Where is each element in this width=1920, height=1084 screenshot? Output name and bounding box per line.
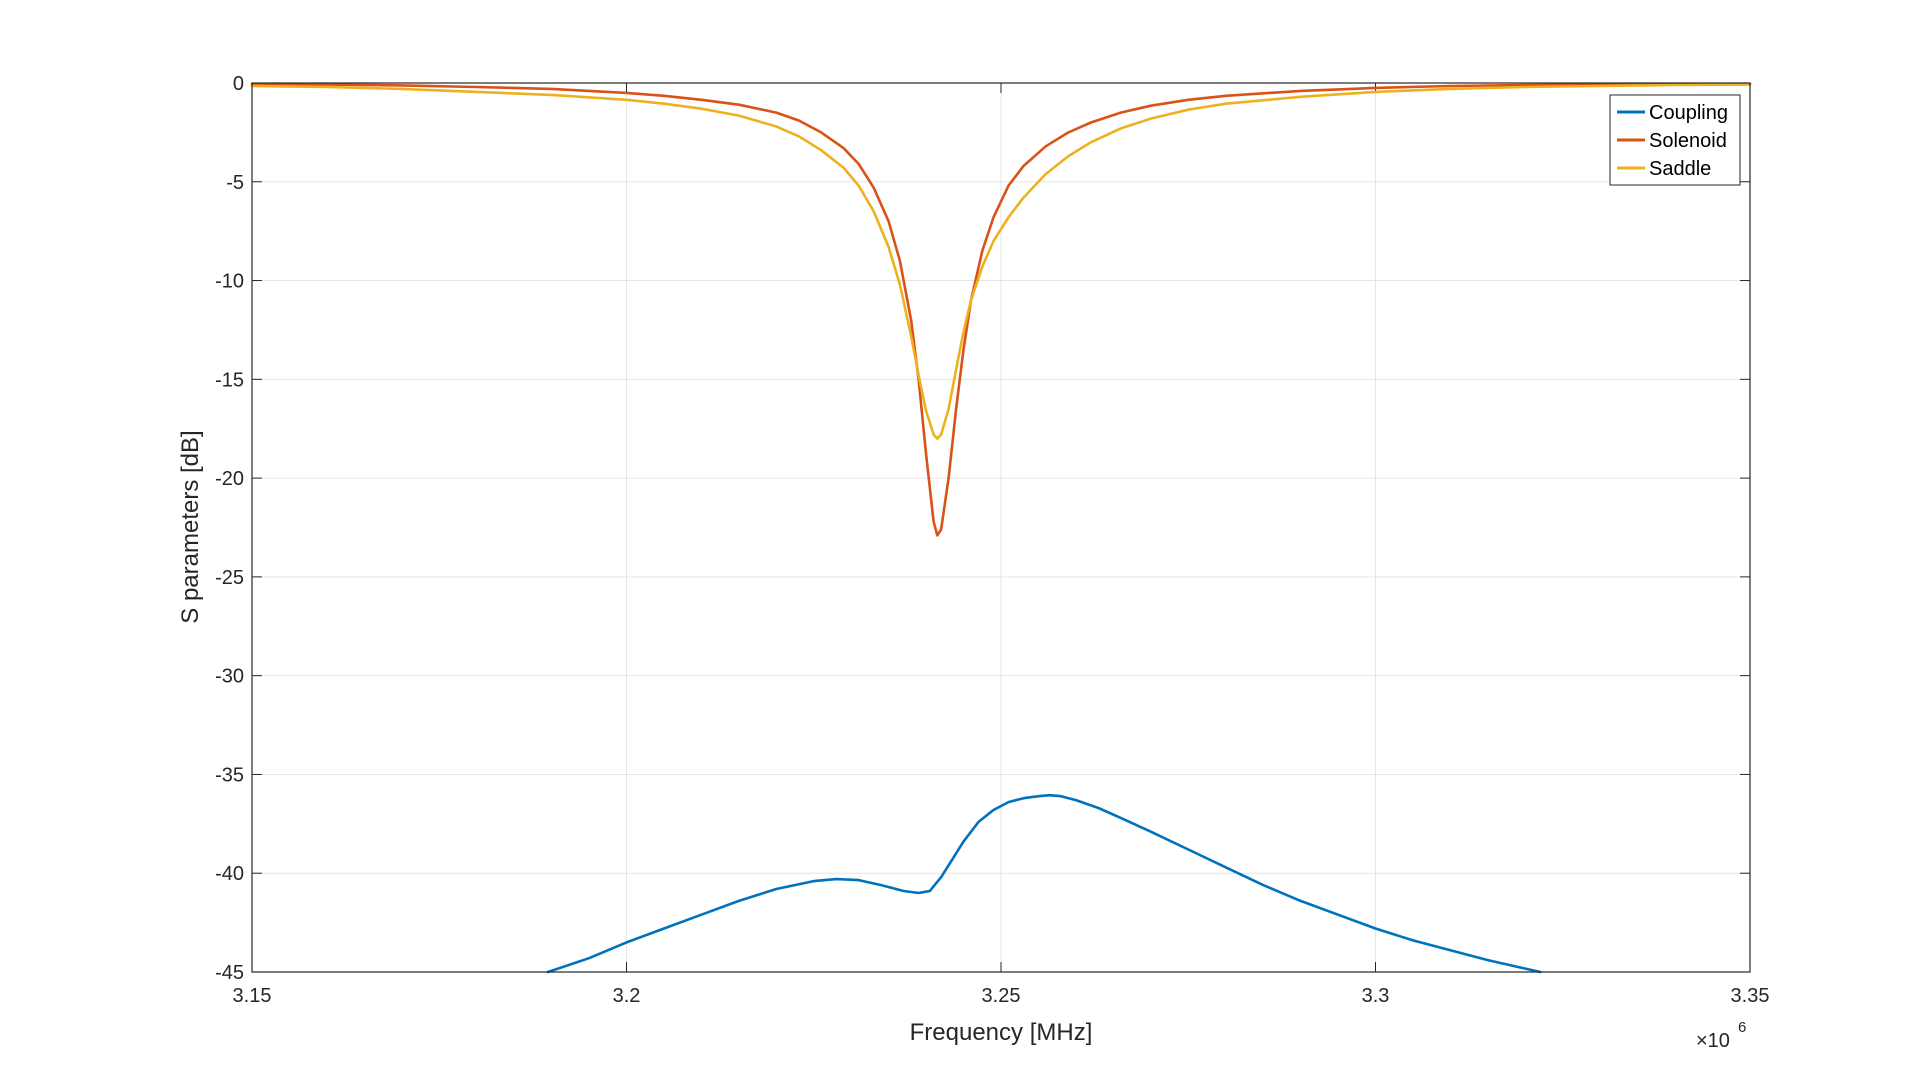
legend-label-coupling: Coupling [1649,102,1728,124]
y-tick-label: 0 [233,73,244,95]
y-tick-label: -25 [215,567,244,589]
y-tick-label: -35 [215,764,244,786]
x-tick-label: 3.25 [982,985,1021,1007]
legend-item-coupling: Coupling [1617,102,1728,124]
x-exponent-base: ×10 [1696,1030,1730,1052]
x-tick-label: 3.3 [1362,985,1390,1007]
x-tick-labels: 3.15 3.2 3.25 3.3 3.35 [233,985,1770,1007]
series-line-solenoid [250,82,1752,537]
y-tick-label: -20 [215,468,244,490]
x-tick-label: 3.2 [613,985,641,1007]
x-tick-label: 3.15 [233,985,272,1007]
data-series [250,82,1752,974]
series-line-saddle [250,83,1752,440]
x-axis-exponent: ×10 6 [1696,1019,1746,1052]
y-tick-label: -40 [215,863,244,885]
y-tick-label: -10 [215,271,244,293]
x-exponent-power: 6 [1738,1019,1746,1036]
x-axis-label: Frequency [MHz] [910,1019,1093,1046]
legend-label-solenoid: Solenoid [1649,130,1727,152]
legend-item-saddle: Saddle [1617,158,1711,180]
legend-item-solenoid: Solenoid [1617,130,1727,152]
y-tick-label: -45 [215,962,244,984]
y-tick-labels: 0 -5 -10 -15 -20 -25 -30 -35 -40 -45 [215,73,244,984]
y-tick-label: -5 [226,172,244,194]
x-tick-label: 3.35 [1731,985,1770,1007]
series-line-coupling [546,793,1542,974]
y-tick-label: -30 [215,666,244,688]
y-tick-label: -15 [215,369,244,391]
legend: Coupling Solenoid Saddle [1609,94,1741,186]
y-axis-label: S parameters [dB] [177,430,204,623]
legend-label-saddle: Saddle [1649,158,1711,180]
plot-axes-box [251,82,1751,973]
